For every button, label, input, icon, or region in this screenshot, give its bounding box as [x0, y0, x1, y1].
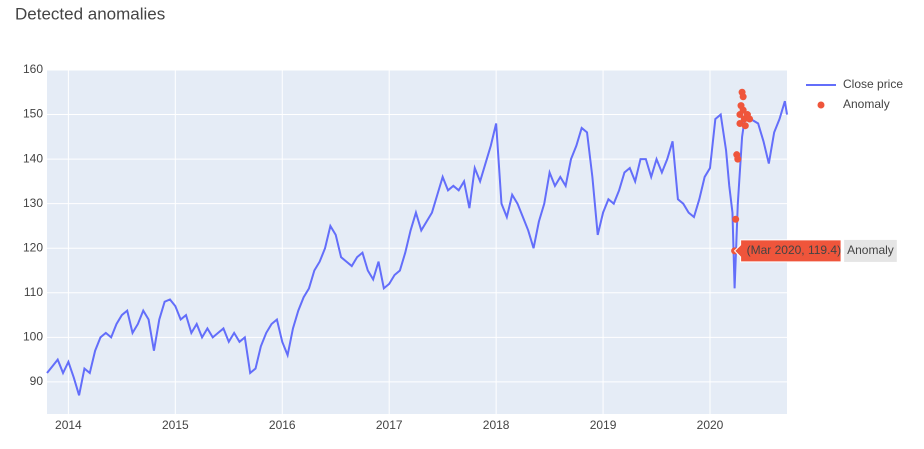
anomaly-point [741, 122, 749, 130]
y-tick-label: 100 [23, 330, 43, 344]
y-tick-label: 160 [23, 62, 43, 76]
anomaly-point [746, 115, 754, 123]
hover-box [733, 239, 842, 263]
y-tick-label: 90 [30, 374, 44, 388]
y-tick-label: 150 [23, 107, 43, 121]
hover-label: (Mar 2020, 119.4) Anomaly [733, 239, 897, 263]
price-line [46, 100, 788, 396]
legend-label: Anomaly [843, 97, 890, 111]
x-tick-label: 2020 [697, 418, 724, 432]
y-tick-label: 120 [23, 240, 43, 254]
x-tick-label: 2019 [590, 418, 617, 432]
hover-text: (Mar 2020, 119.4) [747, 243, 842, 257]
legend-marker [817, 101, 825, 109]
y-tick-label: 130 [23, 196, 43, 210]
x-tick-label: 2017 [376, 418, 403, 432]
hover-name: Anomaly [847, 243, 894, 257]
y-tick-label: 140 [23, 151, 43, 165]
y-tick-label: 110 [24, 285, 43, 299]
legend-label: Close price [843, 77, 903, 91]
anomaly-point [736, 119, 744, 127]
x-tick-label: 2015 [162, 418, 189, 432]
x-tick-label: 2014 [55, 418, 82, 432]
plot-area [47, 70, 787, 414]
anomaly-point [734, 155, 742, 163]
anomaly-point [732, 215, 740, 223]
x-tick-label: 2016 [269, 418, 296, 432]
chart-title: Detected anomalies [15, 4, 165, 23]
hover-name-box [844, 239, 897, 262]
anomaly-point [739, 106, 747, 114]
anomaly-point [739, 93, 747, 101]
x-tick-label: 2018 [483, 418, 510, 432]
